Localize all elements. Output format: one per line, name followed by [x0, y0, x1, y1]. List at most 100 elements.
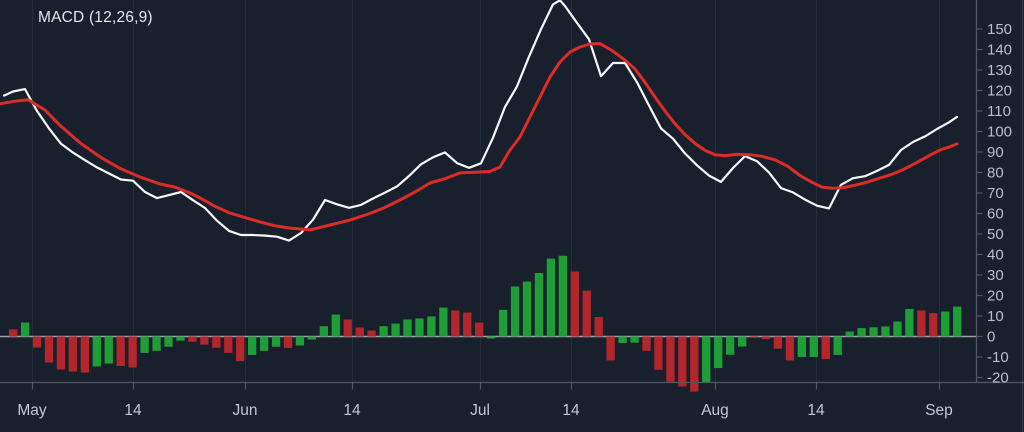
histogram-bar [451, 310, 460, 337]
histogram-bar [666, 336, 675, 382]
y-tick-label: 50 [987, 226, 1004, 243]
histogram-bar [152, 336, 161, 351]
histogram-bar [487, 336, 496, 339]
histogram-bar [200, 336, 209, 345]
histogram-bar [295, 336, 305, 346]
histogram-bar [20, 322, 30, 337]
x-tick-label: Jul [470, 402, 490, 419]
histogram-bar [833, 336, 842, 355]
histogram-bar [749, 336, 759, 338]
histogram-bar [236, 336, 245, 362]
y-tick-label: 90 [987, 144, 1004, 161]
histogram-bar [737, 336, 747, 347]
histogram-bar [678, 336, 687, 387]
histogram-bar [809, 336, 818, 357]
histogram-bar [128, 336, 137, 368]
signal-line [0, 42, 959, 232]
histogram-bar [68, 336, 78, 372]
y-tick-label: 60 [987, 206, 1004, 223]
histogram-bar [343, 319, 352, 337]
histogram-bar [379, 326, 388, 337]
histogram-bar [164, 336, 173, 347]
histogram-bar [355, 327, 364, 337]
histogram-bar [415, 318, 424, 337]
histogram-bar [594, 317, 603, 337]
x-tick-label: 14 [562, 402, 580, 419]
histogram-bar [714, 336, 723, 369]
histogram-bar [80, 336, 89, 373]
histogram-bar [953, 306, 962, 337]
histogram-bar [427, 316, 436, 337]
histogram-bar [558, 255, 567, 337]
histogram-bar [642, 336, 651, 351]
histogram-bar [9, 329, 18, 337]
histogram-bar [510, 286, 520, 337]
histogram-bar [618, 336, 627, 344]
histogram-bar [498, 309, 508, 337]
histogram-bar [773, 336, 783, 349]
histogram-bar [319, 326, 328, 337]
y-tick-label: 100 [987, 124, 1012, 141]
histogram-bar [331, 314, 340, 337]
histogram-bar [283, 336, 293, 348]
histogram-bar [797, 336, 806, 357]
histogram-bar [32, 336, 42, 348]
x-tick-label: May [17, 402, 47, 419]
histogram-bar [582, 290, 591, 337]
x-tick-label: Jun [233, 402, 258, 419]
histogram-bar [271, 336, 281, 347]
histogram-bar [176, 336, 185, 341]
histogram-bar [391, 323, 400, 337]
y-tick-label: 120 [987, 83, 1012, 100]
y-tick-label: 150 [987, 21, 1012, 38]
histogram-bar [570, 271, 579, 337]
histogram-bar [188, 336, 197, 342]
histogram-bar [463, 312, 472, 337]
histogram-bar [869, 327, 878, 337]
histogram-bar [941, 311, 950, 337]
x-tick-label: 14 [807, 402, 825, 419]
histogram-bar [821, 336, 830, 360]
histogram-bar [104, 336, 113, 364]
histogram-bar [654, 336, 663, 370]
y-tick-label: 110 [987, 103, 1011, 120]
histogram-bar [248, 336, 257, 355]
y-tick-label: 40 [987, 247, 1004, 264]
histogram-bar [475, 322, 484, 337]
histogram-bar [785, 336, 795, 361]
y-tick-label: 30 [987, 267, 1004, 284]
histogram-bar [44, 336, 54, 363]
histogram-bar [307, 336, 317, 340]
histogram-bar [92, 336, 101, 367]
y-tick-label: 140 [987, 42, 1012, 59]
indicator-title: MACD (12,26,9) [38, 9, 153, 26]
histogram-bar [845, 331, 854, 337]
histogram-bar [546, 258, 556, 337]
histogram-bar [893, 321, 902, 337]
histogram-bar [367, 330, 376, 337]
histogram-bar [690, 336, 699, 392]
x-tick-label: Aug [701, 402, 729, 419]
histogram-bar [224, 336, 233, 353]
y-tick-label: -10 [987, 349, 1009, 366]
histogram-bar [917, 310, 926, 337]
y-tick-label: 70 [987, 185, 1004, 202]
y-tick-label: 20 [987, 288, 1004, 305]
histogram-bar [116, 336, 125, 367]
x-tick-label: Sep [925, 402, 953, 419]
histogram-bar [259, 336, 269, 351]
histogram-bar [857, 328, 866, 337]
histogram-bar [56, 336, 66, 370]
histogram-bar [929, 313, 938, 337]
y-tick-label: 10 [987, 308, 1004, 325]
histogram-bar [881, 326, 890, 337]
histogram-bar [212, 336, 221, 348]
y-tick-label: 80 [987, 165, 1004, 182]
histogram-bar [606, 336, 615, 361]
y-tick-label: 0 [987, 329, 995, 346]
y-tick-label: -20 [987, 370, 1009, 387]
macd-line [2, 0, 959, 242]
histogram-bar [761, 336, 771, 340]
